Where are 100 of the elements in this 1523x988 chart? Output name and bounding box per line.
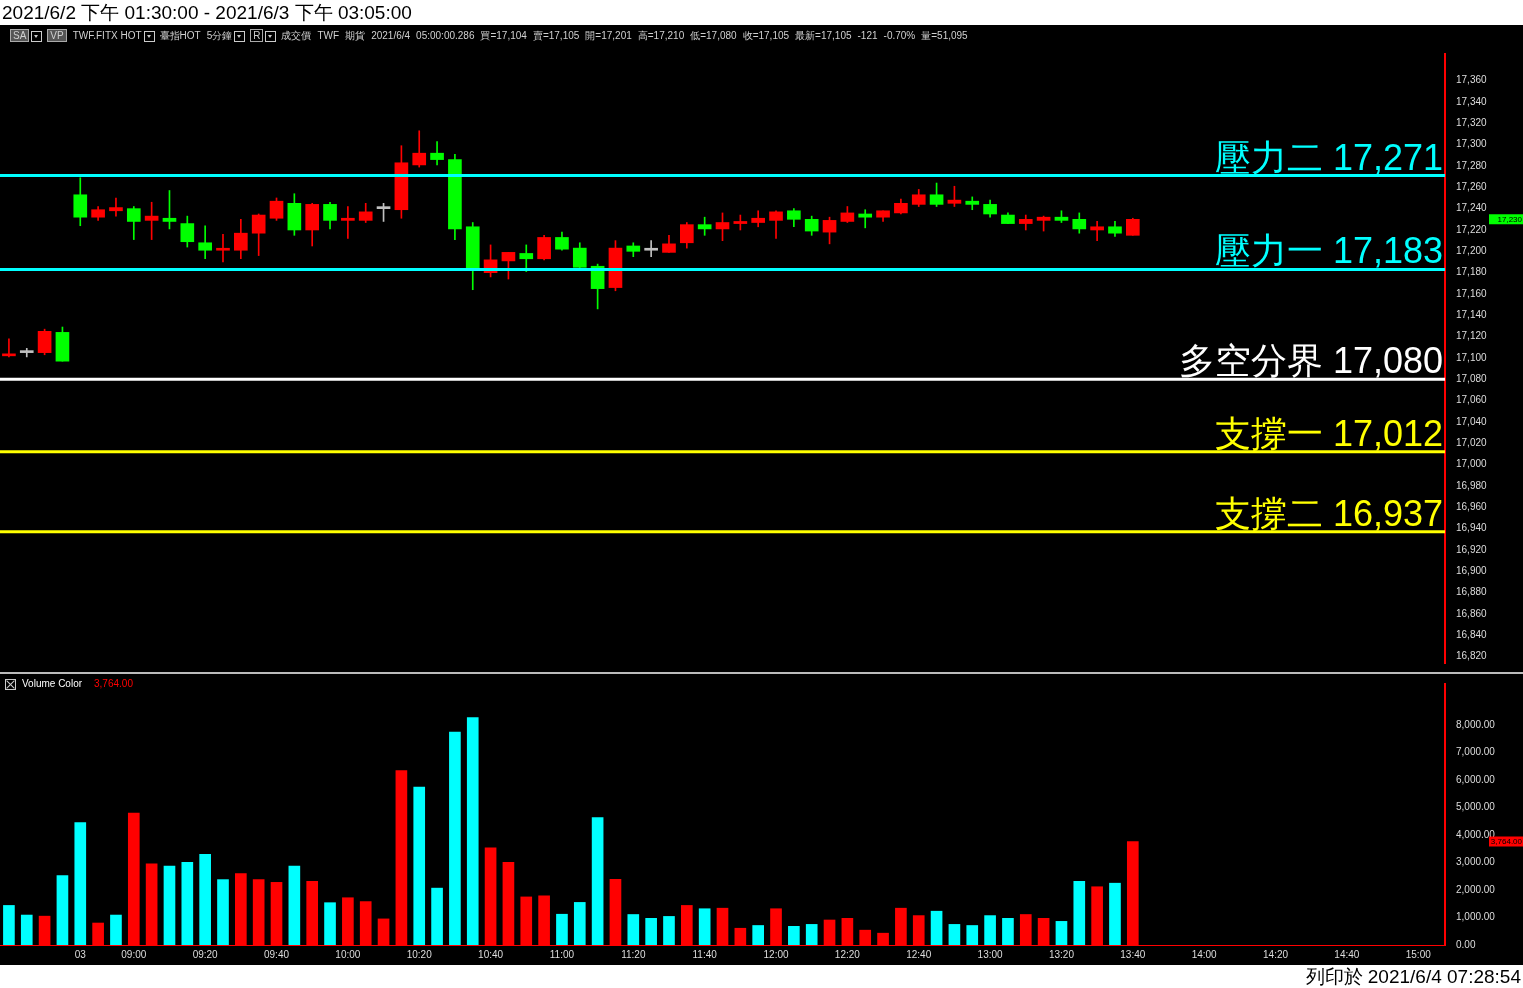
bar — [966, 925, 979, 945]
text: 低=17,080 — [690, 30, 737, 41]
bar — [181, 861, 194, 945]
candlestick — [644, 240, 658, 257]
text: 開=17,201 — [585, 30, 632, 41]
y-tick-label: 1,000.00 — [1456, 911, 1496, 923]
bar — [324, 902, 336, 945]
text: 最新=17,105 — [795, 30, 852, 41]
y-tick-label: 7,000.00 — [1456, 746, 1496, 758]
candlestick — [1090, 221, 1104, 241]
x-tick-label: 14:20 — [1263, 948, 1289, 960]
y-tick-label: 17,140 — [1456, 309, 1488, 321]
ref-line-label: 支撐一 17,012 — [1214, 412, 1443, 454]
bar — [752, 925, 765, 945]
x-tick-label: 12:20 — [834, 948, 861, 960]
x-tick-label: 13:00 — [977, 948, 1004, 960]
ref-line-label: 支撐二 16,937 — [1214, 492, 1443, 534]
x-tick-label: 15:00 — [1405, 948, 1432, 960]
text: SA — [10, 29, 30, 42]
ref-line-label: 壓力一 17,183 — [1214, 230, 1443, 272]
x-tick-label: 10:00 — [335, 948, 361, 960]
candlestick — [341, 206, 355, 239]
x-tick-label: 11:20 — [621, 948, 646, 960]
bar — [984, 915, 996, 945]
text: 3,764.00 — [1490, 836, 1523, 846]
bar — [3, 905, 15, 945]
y-tick-label: 2,000.00 — [1456, 883, 1496, 895]
x-tick-label: 10:40 — [478, 948, 504, 960]
bar — [930, 910, 943, 945]
x-tick-label: 14:00 — [1191, 948, 1218, 960]
bar — [1073, 880, 1086, 945]
bar — [199, 854, 211, 945]
bar — [805, 924, 818, 945]
bar — [948, 924, 961, 945]
bar — [556, 913, 568, 945]
y-tick-label: 6,000.00 — [1456, 773, 1496, 785]
x-tick-label: 13:20 — [1048, 948, 1075, 960]
y-tick-label: 17,000 — [1456, 458, 1488, 470]
chart-title: Volume Color — [22, 678, 83, 689]
bar — [591, 817, 604, 945]
y-tick-label: 17,020 — [1456, 437, 1488, 449]
chart-title: 2021/6/2 下午 01:30:00 - 2021/6/3 下午 03:05:00 — [0, 0, 1523, 25]
y-tick-label: 17,040 — [1456, 415, 1488, 427]
y-tick-label: 16,880 — [1456, 586, 1488, 598]
bar — [431, 887, 443, 945]
y-tick-label: 17,280 — [1456, 159, 1488, 171]
bar — [20, 914, 33, 945]
text: VP — [47, 29, 67, 42]
bar — [163, 865, 176, 945]
y-tick-label: 3,000.00 — [1456, 856, 1496, 868]
y-tick-label: 17,120 — [1456, 330, 1488, 342]
text: 期貨 — [345, 30, 366, 41]
x-tick-label: 12:00 — [763, 948, 789, 960]
y-tick-label: 16,860 — [1456, 607, 1488, 619]
text: 2021/6/4 — [371, 30, 411, 41]
x-tick-label: 09:00 — [121, 948, 147, 960]
text: 列印於 2021/6/4 07:28:54 — [1305, 966, 1521, 987]
bar — [449, 731, 461, 945]
text: 成交價 — [281, 30, 312, 41]
text: 5分鐘 — [206, 30, 233, 41]
text: 臺指HOT — [159, 30, 201, 41]
text: 賣=17,105 — [532, 30, 580, 41]
y-tick-label: 8,000.00 — [1456, 718, 1496, 730]
bar — [217, 879, 229, 945]
bar — [627, 914, 640, 945]
y-tick-label: 17,060 — [1456, 394, 1488, 406]
x-tick-label: 03 — [74, 948, 87, 960]
y-tick-label: 17,340 — [1456, 95, 1488, 107]
y-tick-label: 16,940 — [1456, 522, 1488, 534]
text: 量=51,095 — [921, 30, 968, 41]
text: 高=17,210 — [637, 30, 685, 41]
x-tick-label: 13:40 — [1120, 948, 1146, 960]
y-tick-label: 17,160 — [1456, 287, 1488, 299]
bar — [1055, 921, 1068, 945]
y-tick-label: 16,820 — [1456, 650, 1488, 662]
y-tick-label: 17,240 — [1456, 202, 1488, 214]
bar — [466, 717, 479, 945]
text: R — [250, 29, 264, 42]
y-tick-label: 16,920 — [1456, 543, 1488, 555]
y-tick-label: 16,960 — [1456, 501, 1488, 513]
y-tick-label: 17,300 — [1456, 138, 1488, 150]
text: -0.70% — [883, 30, 916, 41]
bar — [1002, 918, 1014, 945]
candlestick — [109, 197, 123, 217]
ref-line-label: 壓力二 17,271 — [1214, 136, 1443, 178]
text: -121 — [857, 30, 878, 41]
text: 買=17,104 — [480, 30, 527, 41]
y-tick-label: 0.00 — [1456, 938, 1476, 950]
y-tick-label: 17,200 — [1456, 245, 1488, 257]
bar — [74, 822, 87, 945]
y-tick-label: 17,260 — [1456, 181, 1488, 193]
x-tick-label: 09:40 — [264, 948, 290, 960]
y-tick-label: 17,080 — [1456, 373, 1488, 385]
bar — [288, 865, 301, 945]
text: 收=17,105 — [742, 30, 790, 41]
x-tick-label: 09:20 — [192, 948, 219, 960]
candlestick — [216, 233, 230, 263]
bar — [56, 875, 69, 945]
y-tick-label: 17,320 — [1456, 117, 1488, 129]
text: TWF — [317, 30, 340, 41]
